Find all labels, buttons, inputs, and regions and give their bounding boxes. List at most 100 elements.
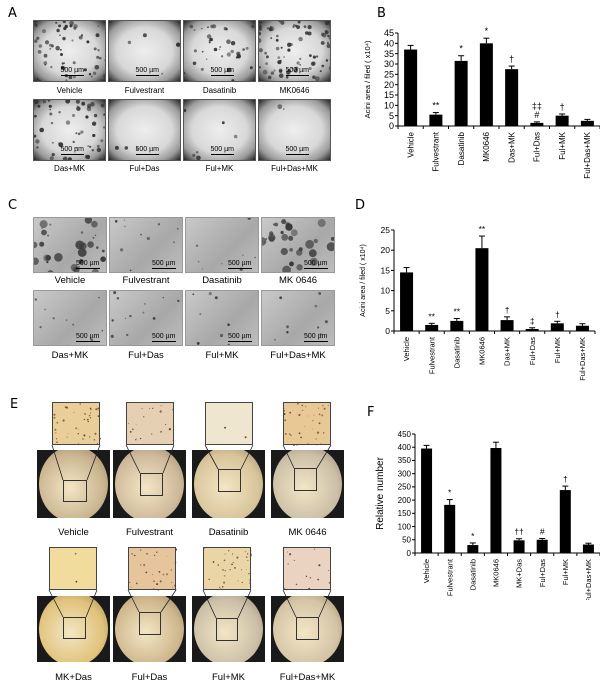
bar — [514, 540, 525, 553]
x-category-label: Ful+MK — [553, 337, 562, 363]
y-tick-label: 10 — [384, 100, 394, 110]
scale-bar-label: 500 µm — [152, 260, 176, 267]
x-category-label: Ful+Das+MK — [578, 337, 587, 381]
micrograph-caption: Das+MK — [29, 350, 111, 361]
x-category-label: Ful+Das+MK — [583, 131, 592, 178]
y-tick-label: 45 — [384, 28, 394, 38]
scale-bar-label: 500 µm — [76, 260, 100, 267]
significance-marker: † — [505, 305, 510, 315]
panel-c-label: C — [8, 198, 17, 213]
scale-bar: 500 µm — [228, 333, 252, 342]
scale-bar-label: 500 µm — [211, 67, 235, 74]
micrograph-image: 500 µm — [183, 99, 256, 161]
micrograph-caption: Ful+MK — [183, 164, 256, 173]
significance-marker: * — [485, 26, 489, 36]
y-tick-label: 350 — [398, 456, 412, 465]
x-category-label: Ful+Das — [538, 559, 547, 587]
bar — [455, 61, 468, 126]
significance-marker: † — [563, 474, 568, 484]
scale-bar-label: 500 µm — [304, 260, 328, 267]
zoom-region-box — [216, 618, 238, 641]
y-tick-label: 20 — [381, 245, 391, 255]
y-tick-label: 400 — [398, 443, 412, 452]
micrograph-caption: Fulvestrant — [108, 86, 181, 95]
x-category-label: Fulvestrant — [432, 131, 441, 171]
y-tick-label: 25 — [384, 69, 394, 79]
micrograph-image: 500 µm — [33, 99, 106, 161]
bar — [404, 50, 417, 126]
scale-bar-label: 500 µm — [211, 146, 235, 153]
x-category-label: MK+Das — [515, 559, 524, 588]
y-tick-label: 40 — [384, 38, 394, 48]
bar — [530, 123, 543, 126]
x-category-label: Dasatinib — [468, 559, 477, 590]
bar — [429, 115, 442, 126]
magnified-inset — [126, 402, 174, 445]
magnified-inset — [283, 402, 331, 445]
scale-bar: 500 µm — [61, 67, 85, 76]
bar — [467, 545, 478, 553]
significance-marker: ‡ — [530, 316, 535, 326]
scale-bar-label: 500 µm — [136, 67, 160, 74]
bar — [444, 505, 455, 553]
bar — [556, 116, 569, 126]
bar — [475, 248, 488, 331]
y-tick-label: 450 — [398, 430, 412, 439]
micrograph-caption: Fulvestrant — [105, 275, 187, 286]
x-category-label: Dasatinib — [452, 337, 461, 368]
significance-marker: ** — [454, 306, 461, 316]
significance-marker: † — [509, 54, 514, 64]
zoom-region-box — [63, 480, 87, 502]
zoom-connector-lines — [0, 0, 1, 1]
scale-bar-label: 500 µm — [76, 333, 100, 340]
x-category-label: MK0646 — [482, 131, 491, 161]
magnified-inset — [49, 547, 97, 590]
micrograph-caption: Dasatinib — [183, 86, 256, 95]
scale-bar-label: 500 µm — [61, 146, 85, 153]
x-category-label: Vehicle — [402, 337, 411, 361]
bar — [505, 69, 518, 126]
y-axis-title: Acini area / filed ( x10⁴) — [360, 244, 367, 317]
zoom-region-box — [294, 468, 317, 491]
y-tick-label: 35 — [384, 49, 394, 59]
scale-bar-label: 500 µm — [228, 333, 252, 340]
scale-bar: 500 µm — [136, 146, 160, 155]
y-tick-label: 250 — [398, 483, 412, 492]
scale-bar: 500 µm — [76, 333, 100, 342]
micrograph-image: 500 µm — [33, 290, 107, 346]
significance-marker: * — [448, 488, 452, 498]
well-caption: Ful+MK — [186, 672, 271, 683]
x-category-label: Dasatinib — [457, 131, 466, 165]
scale-bar-label: 500 µm — [304, 333, 328, 340]
significance-marker: ** — [432, 101, 440, 111]
y-tick-label: 20 — [384, 80, 394, 90]
scale-bar: 500 µm — [211, 146, 235, 155]
micrograph-image: 500 µm — [108, 99, 181, 161]
magnified-inset — [52, 402, 100, 445]
y-tick-label: 0 — [389, 121, 394, 131]
y-tick-label: 0 — [385, 326, 390, 336]
y-tick-label: 5 — [389, 111, 394, 121]
zoom-region-box — [218, 469, 241, 492]
y-axis-title: Relative number — [375, 456, 386, 529]
significance-marker: # — [534, 110, 539, 120]
well-caption: Vehicle — [31, 527, 116, 538]
micrograph-caption: Vehicle — [33, 86, 106, 95]
well-caption: Ful+Das+MK — [265, 672, 350, 683]
y-tick-label: 0 — [407, 549, 412, 558]
micrograph-image: 500 µm — [258, 20, 331, 82]
scale-bar: 500 µm — [286, 67, 310, 76]
bar — [490, 448, 501, 553]
magnified-inset — [283, 547, 331, 590]
scale-bar: 500 µm — [152, 260, 176, 269]
scale-bar-label: 500 µm — [286, 67, 310, 74]
y-tick-label: 50 — [402, 536, 411, 545]
scale-bar: 500 µm — [76, 260, 100, 269]
significance-marker: * — [459, 44, 463, 54]
panel-b-label: B — [377, 6, 386, 21]
scale-bar-label: 500 µm — [152, 333, 176, 340]
y-tick-label: 150 — [398, 509, 412, 518]
significance-marker: †† — [514, 527, 524, 537]
